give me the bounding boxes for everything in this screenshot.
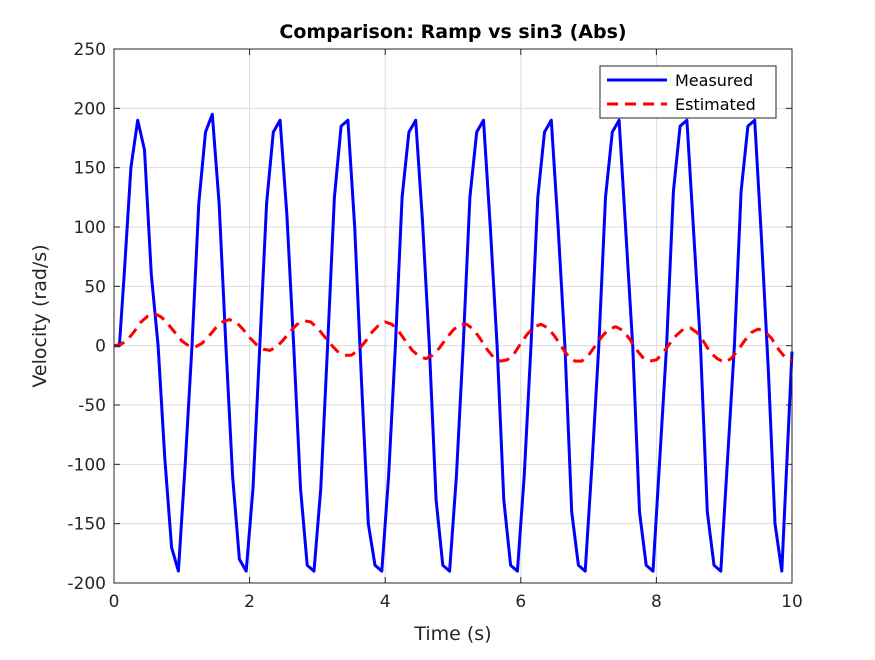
y-tick-label: -100 (67, 455, 106, 475)
legend-label-measured: Measured (675, 71, 753, 90)
y-axis-label: Velocity (rad/s) (29, 244, 51, 387)
y-tick-label: 100 (74, 218, 106, 238)
ticks: 0 2 4 6 8 10 -200 -150 -100 -50 0 50 100 150 200 250 (67, 40, 802, 612)
x-tick-label: 2 (244, 592, 255, 612)
y-tick-label: -50 (78, 396, 106, 416)
x-axis-label: Time (s) (413, 623, 491, 645)
x-tick-label: 10 (781, 592, 803, 612)
x-tick-label: 6 (515, 592, 526, 612)
x-tick-label: 4 (380, 592, 391, 612)
y-tick-label: 250 (74, 40, 106, 60)
series-layer (113, 112, 794, 573)
series-line-estimated (113, 312, 793, 364)
x-tick-label: 0 (109, 592, 120, 612)
x-tick-label: 8 (651, 592, 662, 612)
y-tick-label: -200 (67, 574, 106, 594)
axes-box (113, 48, 793, 584)
legend-box (599, 65, 777, 119)
legend: Measured Estimated (599, 65, 777, 119)
y-tick-label: 50 (84, 277, 106, 297)
y-tick-label: 150 (74, 159, 106, 179)
y-tick-label: 200 (74, 99, 106, 119)
y-tick-label: -150 (67, 515, 106, 535)
chart-title: Comparison: Ramp vs sin3 (Abs) (279, 21, 626, 43)
legend-label-estimated: Estimated (675, 95, 756, 114)
y-tick-label: 0 (95, 337, 106, 357)
series-line-measured (114, 112, 794, 573)
